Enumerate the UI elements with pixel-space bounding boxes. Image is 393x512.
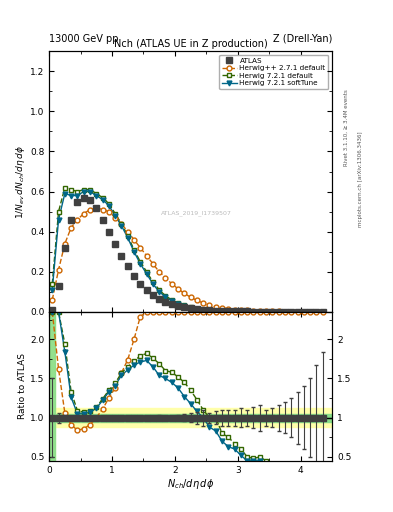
Y-axis label: $1/N_{ev}\,dN_{ch}/d\eta\,d\phi$: $1/N_{ev}\,dN_{ch}/d\eta\,d\phi$	[14, 144, 27, 219]
Legend: ATLAS, Herwig++ 2.7.1 default, Herwig 7.2.1 default, Herwig 7.2.1 softTune: ATLAS, Herwig++ 2.7.1 default, Herwig 7.…	[219, 55, 329, 89]
Title: Nch (ATLAS UE in Z production): Nch (ATLAS UE in Z production)	[114, 39, 268, 49]
Text: mcplots.cern.ch [arXiv:1306.3436]: mcplots.cern.ch [arXiv:1306.3436]	[358, 132, 363, 227]
Text: Z (Drell-Yan): Z (Drell-Yan)	[273, 33, 332, 44]
Text: ATLAS_2019_I1739507: ATLAS_2019_I1739507	[161, 210, 232, 216]
Y-axis label: Ratio to ATLAS: Ratio to ATLAS	[18, 353, 27, 419]
Text: Rivet 3.1.10, ≥ 3.4M events: Rivet 3.1.10, ≥ 3.4M events	[344, 90, 349, 166]
X-axis label: $N_{ch}/d\eta\,d\phi$: $N_{ch}/d\eta\,d\phi$	[167, 477, 214, 492]
Text: 13000 GeV pp: 13000 GeV pp	[49, 33, 119, 44]
